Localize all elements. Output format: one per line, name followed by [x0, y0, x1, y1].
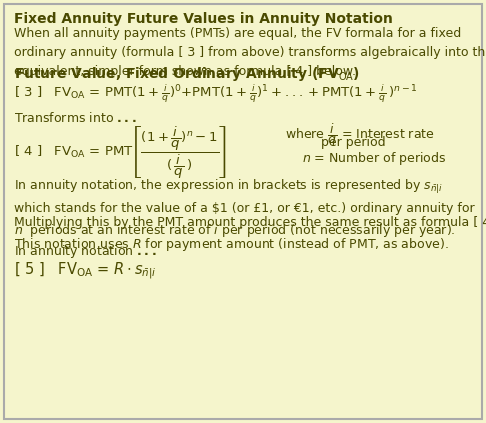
Text: Transforms into $\mathbf{...}$: Transforms into $\mathbf{...}$: [14, 111, 137, 125]
Text: In annuity notation, the expression in brackets is represented by $s_{\bar{n}|i}: In annuity notation, the expression in b…: [14, 178, 475, 239]
Text: [ 4 ]   $\mathrm{FV}_{\mathrm{OA}}$ = $\mathrm{PMT}\!\left[\dfrac{(1+\dfrac{i}{q: [ 4 ] $\mathrm{FV}_{\mathrm{OA}}$ = $\ma…: [14, 125, 227, 181]
Text: per period: per period: [321, 136, 385, 149]
Text: Fixed Annuity Future Values in Annuity Notation: Fixed Annuity Future Values in Annuity N…: [14, 12, 393, 26]
Text: [ 5 ]   $\mathrm{FV}_{\mathrm{OA}}$ = $R \cdot s_{\bar{n}|i}$: [ 5 ] $\mathrm{FV}_{\mathrm{OA}}$ = $R \…: [14, 260, 156, 281]
Text: $n$ = Number of periods: $n$ = Number of periods: [302, 150, 446, 167]
Text: [ 3 ]   $\mathrm{FV}_{\mathrm{OA}}$ = $\mathrm{PMT}(1+\frac{i}{q})^{0}$$ + \math: [ 3 ] $\mathrm{FV}_{\mathrm{OA}}$ = $\ma…: [14, 82, 417, 104]
Text: where $\dfrac{i}{q}$ = Interest rate: where $\dfrac{i}{q}$ = Interest rate: [285, 121, 435, 149]
Text: Multiplying this by the PMT amount produces the same result as formula [ 4 ].
Th: Multiplying this by the PMT amount produ…: [14, 216, 486, 253]
Text: In annuity notation $\mathbf{...}$: In annuity notation $\mathbf{...}$: [14, 243, 156, 260]
Text: When all annuity payments (PMTs) are equal, the FV formala for a fixed
ordinary : When all annuity payments (PMTs) are equ…: [14, 27, 486, 78]
Text: Future Value, Fixed Ordinary Annuity (FV$_{\mathsf{OA}}$): Future Value, Fixed Ordinary Annuity (FV…: [14, 65, 360, 83]
